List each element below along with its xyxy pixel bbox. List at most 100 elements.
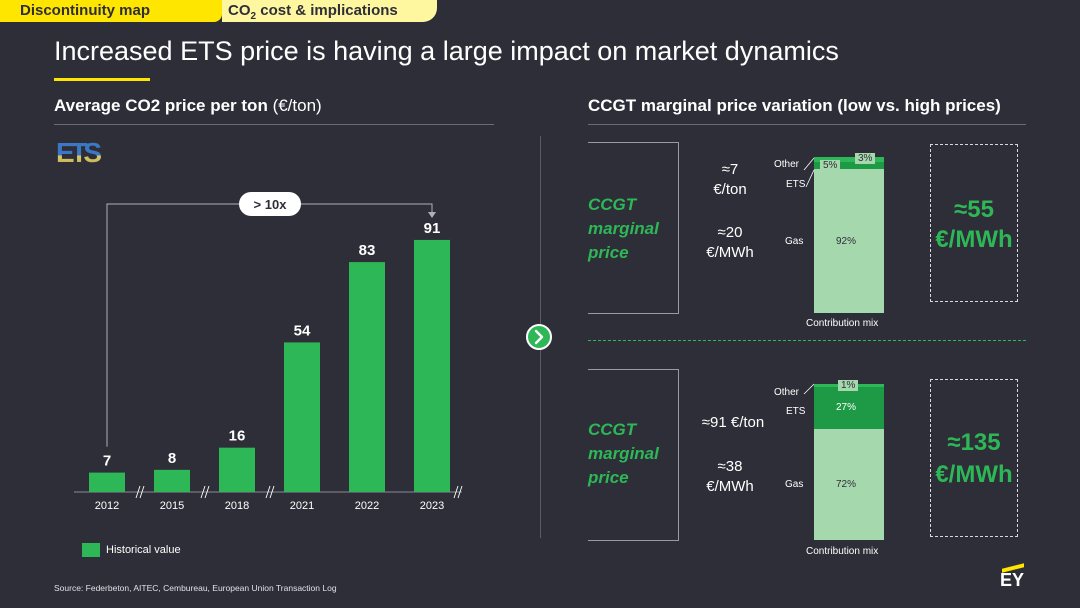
low-label-line3: price	[588, 243, 629, 262]
x-tick-label: 2021	[290, 500, 314, 512]
axis-break-mark	[204, 485, 210, 499]
low-mix-bar	[814, 157, 884, 313]
right-section-heading: CCGT marginal price variation (low vs. h…	[588, 96, 1001, 115]
high-label-line2: marginal	[588, 444, 659, 463]
high-label-line1: CCGT	[588, 420, 637, 439]
high-mix-gas-label: Gas	[785, 479, 804, 490]
left-section-heading: Average CO2 price per ton (€/ton)	[54, 96, 322, 116]
bar-value-label: 54	[294, 322, 311, 339]
bar-value-label: 91	[424, 220, 441, 237]
bar-2012	[89, 472, 125, 492]
page-title: Increased ETS price is having a large im…	[54, 36, 839, 66]
low-gas-price-value: ≈20	[717, 224, 743, 241]
axis-break-mark	[139, 485, 145, 499]
header-tabs: Discontinuity map CO2 cost & implication…	[0, 0, 437, 22]
axis-break-mark	[457, 485, 463, 499]
high-gas-price: ≈38 €/MWh	[690, 457, 770, 497]
bar-2021	[284, 342, 320, 492]
high-gas-price-value: ≈38	[717, 458, 743, 475]
low-label-line1: CCGT	[588, 195, 637, 214]
low-mix-ets-segment	[814, 161, 884, 170]
low-panel-bracket	[588, 142, 679, 314]
high-mix-other-pct: 1%	[838, 380, 859, 391]
bar-value-label: 8	[168, 450, 176, 467]
low-mix-other-pct: 3%	[855, 153, 876, 164]
high-mix-bar	[814, 384, 884, 540]
panel-separator	[588, 340, 1026, 341]
low-panel-label: CCGT marginal price	[588, 193, 659, 265]
low-mix-gas-pct: 92%	[836, 236, 857, 247]
x-tick-label: 2012	[95, 500, 119, 512]
bar-value-label: 16	[229, 428, 246, 445]
next-arrow-icon[interactable]	[526, 324, 552, 350]
bar-2022	[349, 262, 385, 492]
axis-break-mark	[269, 485, 275, 499]
x-tick-label: 2022	[355, 500, 379, 512]
low-mix-leaders	[803, 157, 815, 188]
bar-value-label: 7	[103, 453, 111, 470]
x-tick-label: 2018	[225, 500, 249, 512]
high-mix-gas-segment	[814, 429, 884, 540]
high-panel-bracket	[588, 369, 679, 541]
high-mix-leader	[803, 383, 815, 395]
title-underline	[54, 78, 150, 81]
high-mix-other-label: Other	[774, 387, 800, 398]
tab-discontinuity-map[interactable]: Discontinuity map	[0, 0, 222, 22]
ey-logo: EY	[1000, 570, 1025, 590]
low-mix-gas-label: Gas	[785, 236, 804, 247]
low-mix-ets-pct: 5%	[820, 160, 841, 171]
high-label-line3: price	[588, 468, 629, 487]
axis-break-mark	[265, 485, 271, 499]
low-result-unit: €/MWh	[935, 226, 1013, 253]
bar-2023	[414, 239, 450, 492]
low-result-value: ≈55	[954, 196, 994, 223]
high-result-box: ≈135 €/MWh	[930, 379, 1018, 537]
x-tick-label: 2015	[160, 500, 184, 512]
low-mix-other-segment	[814, 157, 884, 162]
left-rule	[54, 124, 494, 125]
high-gas-price-unit: €/MWh	[706, 478, 754, 495]
legend-label-historical: Historical value	[106, 544, 181, 556]
high-mix-gas-pct: 72%	[836, 479, 857, 490]
tab-co2-pre: CO	[228, 2, 251, 19]
low-label-line2: marginal	[588, 219, 659, 238]
tab-co2-sub: 2	[250, 11, 257, 22]
high-ets-price: ≈91 €/ton	[701, 414, 765, 431]
growth-arrow-head	[428, 212, 436, 218]
high-mix-ets-pct: 27%	[836, 402, 857, 413]
growth-badge-label: > 10x	[254, 197, 288, 212]
low-ets-price: ≈7 €/ton	[690, 160, 770, 200]
low-result-box: ≈55 €/MWh	[930, 144, 1018, 302]
bar-2015	[154, 469, 190, 492]
axis-break-mark	[135, 485, 141, 499]
high-panel-label: CCGT marginal price	[588, 418, 659, 490]
source-note: Source: Federbeton, AITEC, Cembureau, Eu…	[54, 583, 337, 593]
chevron-right-icon	[534, 329, 544, 345]
ets-logo: ETS	[56, 137, 102, 166]
svg-text:ETS: ETS	[56, 137, 102, 166]
tab-co2-post: cost & implications	[256, 2, 398, 19]
high-result-unit: €/MWh	[935, 461, 1013, 488]
low-mix-gas-segment	[814, 169, 884, 313]
right-rule	[588, 124, 1026, 125]
high-result-value: ≈135	[947, 429, 1001, 456]
high-mix-caption: Contribution mix	[806, 546, 879, 557]
tab-co2-cost[interactable]: CO2 cost & implications	[222, 0, 437, 22]
axis-break-mark	[453, 485, 459, 499]
low-mix-caption: Contribution mix	[806, 318, 879, 329]
low-mix-other-label: Other	[774, 159, 800, 170]
low-gas-price-unit: €/MWh	[706, 244, 754, 261]
low-ets-price-unit: €/ton	[713, 181, 747, 198]
bar-value-label: 83	[359, 242, 376, 259]
growth-badge	[239, 192, 301, 216]
x-tick-label: 2023	[420, 500, 444, 512]
left-heading-unit: (€/ton)	[272, 96, 322, 115]
high-mix-ets-segment	[814, 387, 884, 430]
co2-price-chart: 7 2012 8 2015 16 2018 54 2021 83 2022 91 2023 > 10x	[74, 192, 463, 512]
low-ets-price-value: ≈7	[721, 161, 739, 178]
axis-break-mark	[200, 485, 206, 499]
left-heading-text: Average CO2 price per ton	[54, 96, 268, 115]
low-gas-price: ≈20 €/MWh	[690, 223, 770, 263]
legend-swatch-historical	[82, 543, 100, 557]
low-mix-ets-label: ETS	[786, 179, 806, 190]
